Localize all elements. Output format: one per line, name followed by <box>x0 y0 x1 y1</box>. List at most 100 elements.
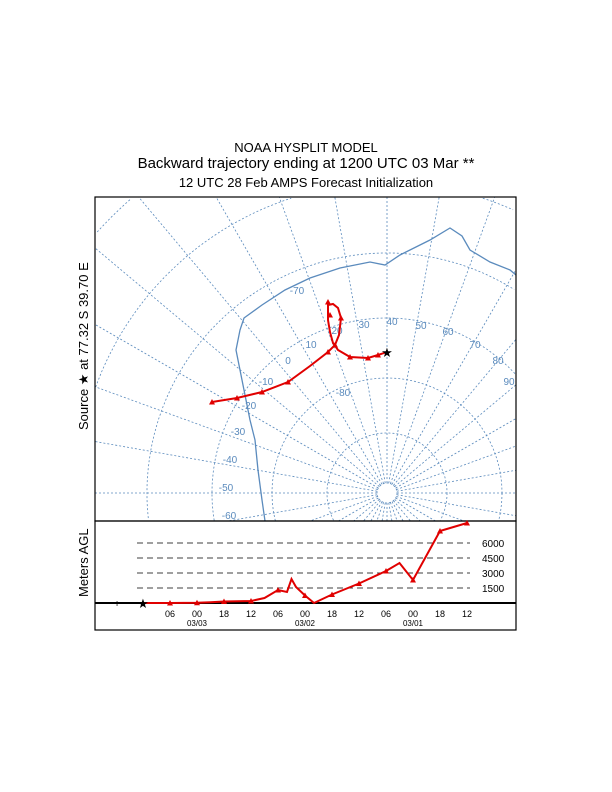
height-tick-label: 6000 <box>482 539 505 550</box>
height-marker <box>464 520 470 526</box>
map-panel: -70 30 40 50 60 70 80 90 20 10 0 -10 -20 -30 -40 -50 -60… <box>94 196 517 522</box>
height-tick-label: 1500 <box>482 584 505 595</box>
trajectory-marker <box>325 299 331 305</box>
longitude-line <box>391 269 517 485</box>
longitude-line <box>215 196 383 485</box>
latitude-circle <box>271 377 503 521</box>
trajectory-marker <box>234 395 240 401</box>
latitude-circle <box>376 482 398 504</box>
date-label: 03/02 <box>295 619 316 628</box>
height-marker <box>275 587 281 593</box>
longitude-line <box>390 196 496 484</box>
latitude-label: -60 <box>222 511 237 522</box>
source-label: Source ★ at 77.32 S 39.70 E <box>76 262 91 430</box>
longitude-line <box>309 496 378 522</box>
height-axis-label: Meters AGL <box>76 528 91 597</box>
time-tick-label: 18 <box>435 609 445 619</box>
chart-title: NOAA HYSPLIT MODEL <box>234 140 378 155</box>
time-tick-label: 06 <box>381 609 391 619</box>
longitude-line <box>388 196 440 484</box>
latitude-circle <box>440 493 448 521</box>
time-tick-label: 00 <box>300 609 310 619</box>
latitude-label: 0 <box>285 356 291 367</box>
latitude-label: -20 <box>242 401 257 412</box>
longitude-line <box>138 196 381 486</box>
longitude-label: 90 <box>503 377 515 388</box>
latitude-circle <box>96 198 132 233</box>
trajectory-marker <box>325 349 331 355</box>
longitude-line <box>381 502 386 522</box>
longitude-label: 40 <box>386 317 398 328</box>
height-tick-label: 3000 <box>482 569 505 580</box>
date-label: 03/03 <box>187 619 208 628</box>
height-marker <box>194 599 200 606</box>
time-tick-label: 00 <box>192 609 202 619</box>
height-marker <box>410 577 416 583</box>
longitude-label: 60 <box>442 327 454 338</box>
longitude-line <box>395 418 517 489</box>
longitude-line <box>395 497 436 522</box>
latitude-label: -10 <box>259 377 274 388</box>
latitude-label: -80 <box>336 388 351 399</box>
height-marker <box>302 592 308 598</box>
latitude-circle <box>146 252 515 519</box>
longitude-line <box>390 502 398 522</box>
trajectory-path <box>211 302 388 403</box>
longitude-line <box>394 499 421 522</box>
longitude-line <box>94 386 378 490</box>
trajectory-marker <box>332 342 338 348</box>
longitude-label: 50 <box>415 321 427 332</box>
trajectory-marker <box>209 399 215 405</box>
longitude-line <box>363 500 381 522</box>
latitude-label: 20 <box>331 326 343 337</box>
time-tick-label: 12 <box>462 609 472 619</box>
longitude-line <box>228 494 378 522</box>
longitude-line <box>94 324 379 489</box>
longitude-line <box>396 445 517 490</box>
latitude-label: -40 <box>223 455 238 466</box>
trajectory-marker <box>327 312 333 318</box>
longitude-label: 70 <box>469 340 481 351</box>
time-tick-label: 18 <box>327 609 337 619</box>
longitude-line <box>396 469 517 492</box>
height-marker <box>167 600 173 606</box>
latitude-label: -50 <box>219 483 234 494</box>
time-tick-label: 06 <box>165 609 175 619</box>
latitude-circle <box>95 197 292 388</box>
time-tick-label: 12 <box>246 609 256 619</box>
map-frame <box>94 196 517 522</box>
longitude-line <box>396 494 517 517</box>
latitude-circle <box>498 493 503 521</box>
plus-marker-icon: + <box>114 599 120 610</box>
height-tick-label: 4500 <box>482 554 505 565</box>
source-star-icon: ★ <box>137 596 149 611</box>
latitude-circle <box>482 197 514 211</box>
longitude-line <box>353 499 380 522</box>
time-tick-label: 06 <box>273 609 283 619</box>
source-star-icon: ★ <box>381 345 393 360</box>
longitude-line <box>388 502 393 522</box>
longitude-label: 30 <box>358 320 370 331</box>
longitude-label: 80 <box>492 356 504 367</box>
height-marker <box>221 598 227 604</box>
longitude-label: -70 <box>290 286 305 297</box>
longitude-line <box>334 196 386 484</box>
longitude-line <box>94 247 380 487</box>
height-line <box>143 522 468 605</box>
height-marker <box>329 591 335 597</box>
time-tick-label: 12 <box>354 609 364 619</box>
longitude-line <box>338 497 379 522</box>
time-tick-label: 00 <box>408 609 418 619</box>
trajectory-marker <box>347 354 353 360</box>
longitude-line <box>396 496 465 522</box>
longitude-line <box>394 384 517 487</box>
chart-subtitle-2: 12 UTC 28 Feb AMPS Forecast Initializati… <box>178 175 434 190</box>
height-marker <box>356 580 362 586</box>
coastline <box>235 227 517 522</box>
latitude-label: -30 <box>231 427 246 438</box>
longitude-line <box>94 441 378 492</box>
height-panel: 1500 3000 4500 6000 06 00 18 12 06 00 18 12 06 00 18 12… <box>114 520 505 628</box>
latitude-label: 10 <box>305 340 317 351</box>
latitude-circle <box>326 432 448 521</box>
